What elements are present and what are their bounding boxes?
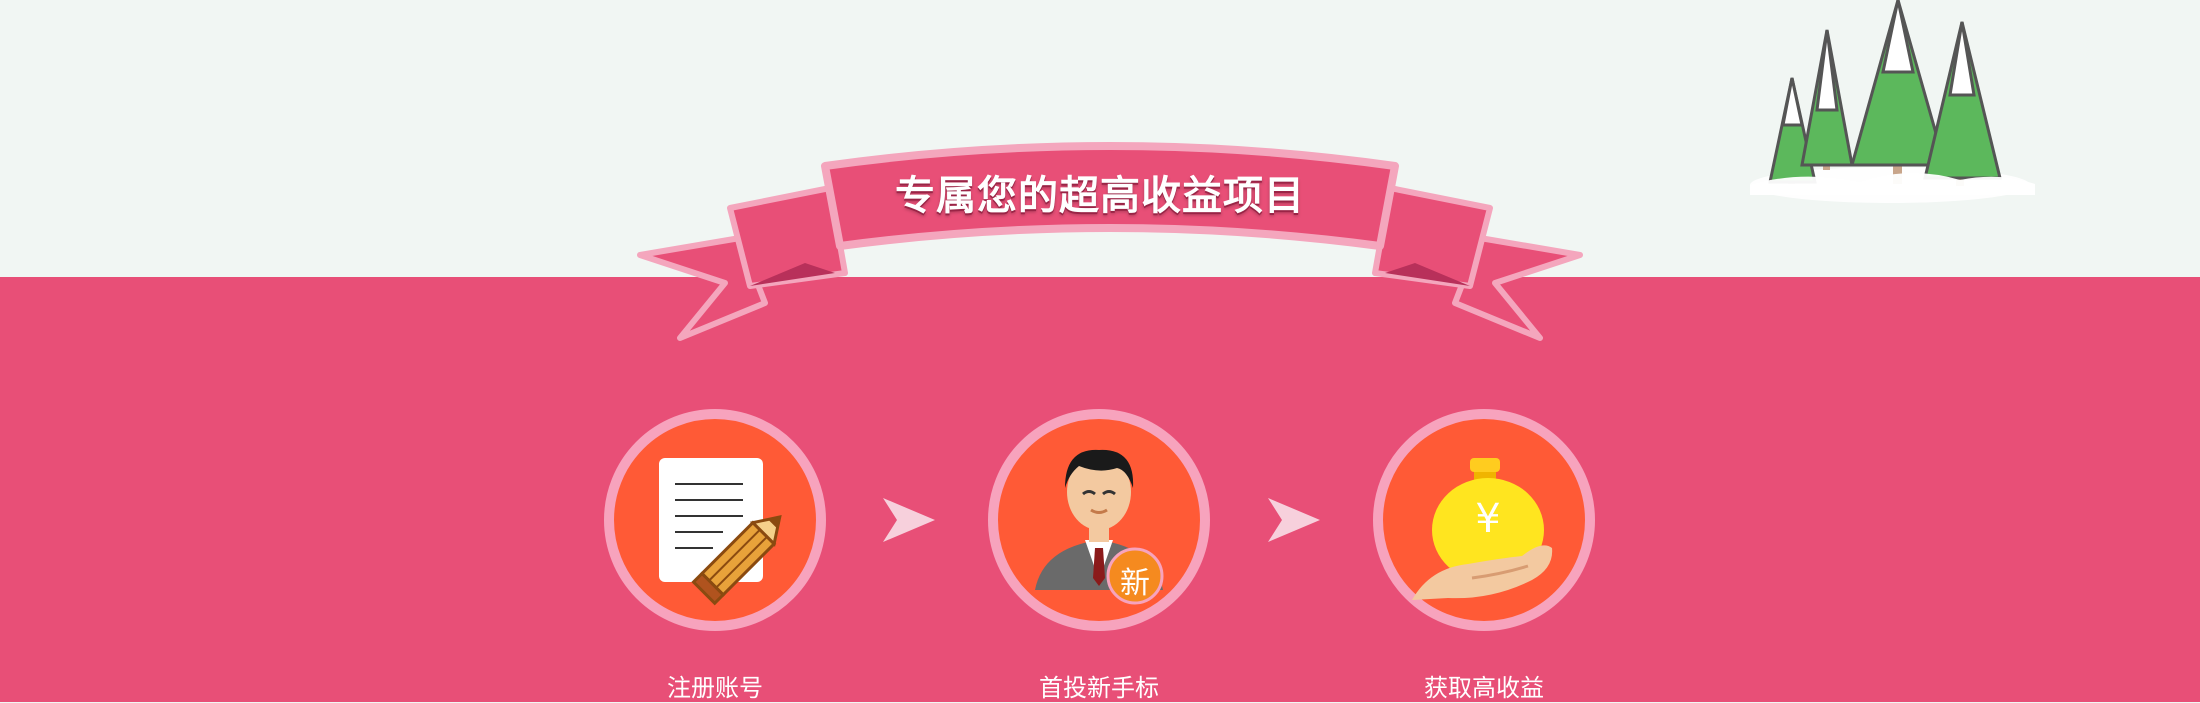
document-pencil-icon <box>604 409 826 631</box>
step-label-earn-returns: 获取高收益 <box>1424 674 1544 702</box>
step-first-invest: 新 <box>987 408 1211 632</box>
yuan-symbol: ¥ <box>1475 496 1501 542</box>
ribbon-banner <box>637 142 1583 341</box>
snowy-trees-icon <box>1750 0 2035 203</box>
money-bag-icon <box>1373 409 1595 631</box>
banner-title: 专属您的超高收益项目 <box>895 172 1305 219</box>
new-badge-text: 新 <box>1120 566 1150 601</box>
step-register <box>603 408 827 632</box>
step-label-register: 注册账号 <box>667 674 763 702</box>
arrow-right-icon <box>1268 498 1320 542</box>
businessman-icon <box>988 409 1210 631</box>
step-label-first-invest: 首投新手标 <box>1039 674 1159 702</box>
arrow-right-icon <box>883 498 935 542</box>
step-earn-returns: ¥ <box>1372 408 1596 632</box>
